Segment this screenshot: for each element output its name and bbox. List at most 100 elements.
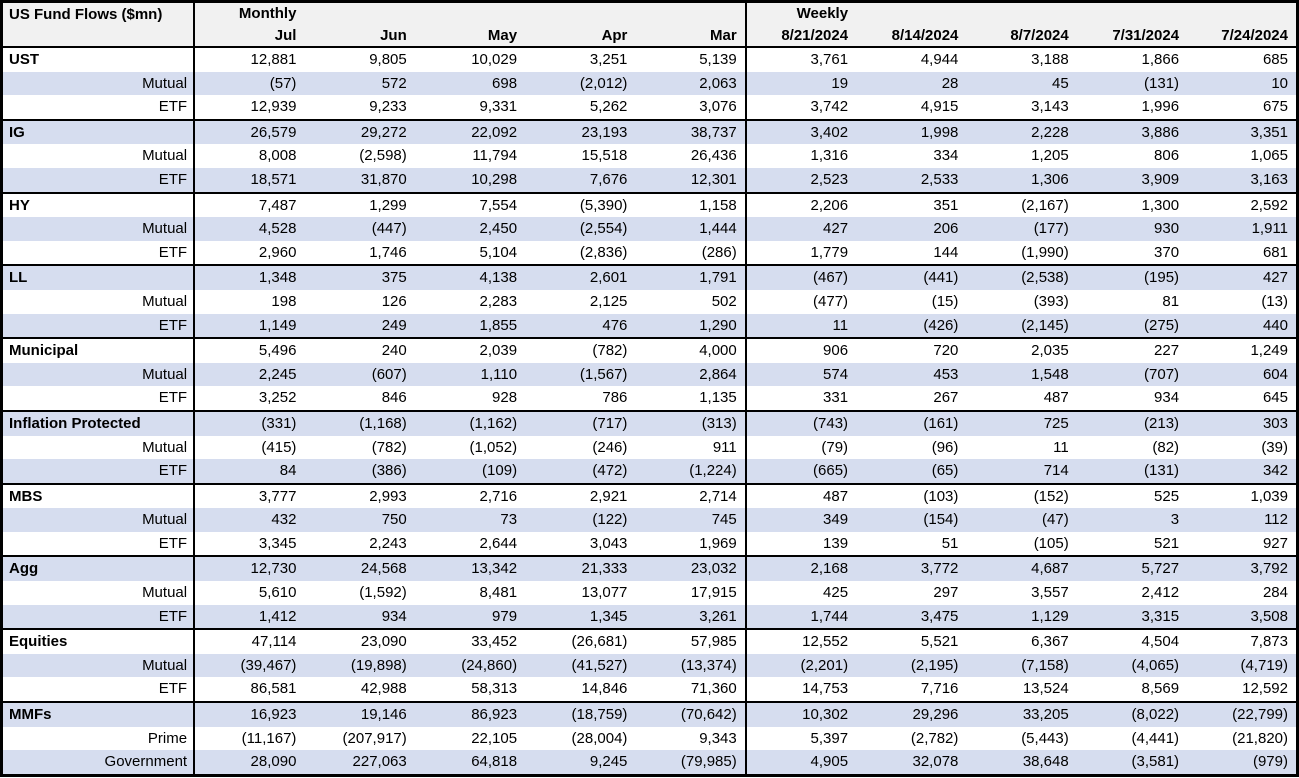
cell: (131) [1144, 462, 1180, 480]
cell: 24,568 [360, 560, 407, 578]
cell: 126 [381, 292, 407, 310]
cell: 227,063 [352, 753, 407, 771]
row-label: ETF [1, 459, 196, 484]
cell: (275) [1144, 316, 1180, 334]
cell: 33,205 [1022, 706, 1069, 724]
cell: 64,818 [471, 753, 518, 771]
row-label: Agg [1, 556, 196, 582]
cell: (2,554) [579, 220, 628, 238]
cell: 2,228 [1031, 123, 1069, 141]
cell: 267 [933, 389, 959, 407]
cell: 934 [381, 607, 407, 625]
cell: 2,601 [589, 269, 628, 287]
cell: 10,029 [471, 51, 518, 68]
cell: 572 [381, 74, 407, 92]
cell: (5,443) [1021, 729, 1069, 747]
column-header: 8/7/2024 [966, 24, 1077, 47]
cell: 1,746 [369, 243, 407, 261]
cell: 23,193 [581, 123, 628, 141]
cell: 2,283 [479, 292, 518, 310]
table-row: Mutual (415) (782) (1,052) (246) 911 (79) (96) 1… [1, 435, 1298, 460]
cell: 7,487 [258, 196, 297, 214]
cell: 3,315 [1141, 607, 1180, 625]
cell: (447) [371, 220, 407, 238]
cell: 8,008 [258, 147, 297, 165]
cell: (2,201) [744, 653, 857, 678]
table-row: ETF 1,412 934 979 1,345 3,261 1,744 3,475 1,129 3… [1, 604, 1298, 630]
cell: 32,078 [912, 753, 959, 771]
cell: 71,360 [690, 680, 737, 698]
cell: 1,039 [1250, 487, 1288, 505]
cell: 51 [941, 534, 959, 552]
row-label: Mutual [1, 144, 196, 168]
cell: 2,716 [479, 487, 518, 505]
cell: (2,598) [359, 147, 407, 165]
cell: 1,299 [369, 196, 407, 214]
cell: 3,402 [744, 119, 857, 145]
table-row: ETF 2,960 1,746 5,104 (2,836) (286) 1,779 144 (1… [1, 240, 1298, 266]
cell: 1,996 [1141, 98, 1180, 116]
cell: 26,579 [250, 123, 297, 141]
table-body: UST 12,881 9,805 10,029 3,251 5,139 3,761 4,944… [1, 47, 1298, 776]
cell: 38,737 [690, 123, 737, 141]
cell: (1,162) [469, 414, 518, 432]
cell: 5,610 [258, 584, 297, 602]
cell: 427 [744, 217, 857, 241]
cell: 1,205 [1031, 147, 1069, 165]
cell: 1,158 [699, 196, 737, 214]
row-label: ETF [1, 604, 196, 630]
column-header: May [414, 24, 526, 47]
cell: (24,860) [461, 656, 518, 674]
cell: 144 [933, 243, 959, 261]
cell: (7,158) [1021, 656, 1069, 674]
cell: 5,397 [744, 726, 857, 751]
row-label: ETF [1, 386, 196, 411]
cell: (2,195) [910, 656, 959, 674]
cell: 4,915 [920, 98, 959, 116]
cell: 7,554 [479, 196, 518, 214]
cell: 1,866 [1141, 51, 1180, 68]
cell: (11,167) [241, 729, 297, 747]
cell: (426) [923, 316, 959, 334]
cell: 1,306 [1031, 170, 1069, 188]
table-row: Mutual 4,528 (447) 2,450 (2,554) 1,444 427 206 (… [1, 217, 1298, 241]
cell: (665) [744, 459, 857, 484]
cell: 934 [1154, 389, 1180, 407]
cell: 240 [381, 342, 407, 360]
row-label: ETF [1, 531, 196, 557]
cell: (2,836) [579, 243, 628, 261]
section-header-row: US Fund Flows ($mn) Monthly Weekly [1, 1, 1298, 47]
cell: 351 [933, 196, 959, 214]
cell: 487 [744, 483, 857, 509]
cell: 3,076 [699, 98, 737, 116]
row-label: MMFs [1, 702, 196, 727]
cell: (82) [1152, 438, 1180, 456]
cell: 1,998 [920, 123, 959, 141]
cell: 2,243 [369, 534, 407, 552]
cell: 3,351 [1250, 123, 1288, 141]
row-label: ETF [1, 240, 196, 266]
cell: 4,000 [699, 342, 737, 360]
table-row: MBS 3,777 2,993 2,716 2,921 2,714 487 (103) (152… [1, 483, 1298, 509]
cell: 2,644 [479, 534, 518, 552]
cell: 3,188 [1031, 51, 1069, 68]
cell: 2,039 [479, 342, 518, 360]
cell: 84 [279, 462, 297, 480]
table-row: Mutual (57) 572 698 (2,012) 2,063 19 28 45 (131) 1… [1, 71, 1298, 96]
cell: 7,676 [589, 170, 628, 188]
row-label: ETF [1, 313, 196, 339]
cell: 4,687 [1031, 560, 1069, 578]
cell: 3,261 [699, 607, 737, 625]
cell: (13) [1261, 292, 1288, 310]
cell: 476 [602, 316, 628, 334]
cell: (161) [923, 414, 959, 432]
cell: 303 [1262, 414, 1288, 432]
cell: 6,367 [1031, 633, 1069, 651]
cell: 5,727 [1141, 560, 1180, 578]
cell: 73 [500, 511, 518, 529]
cell: 2,168 [744, 556, 857, 582]
column-header-row: Jul Jun May Apr Mar 8/21/2024 8/14/2024 8/7/202… [2, 24, 1298, 47]
cell: (96) [931, 438, 959, 456]
cell: (18,759) [571, 706, 628, 724]
cell: 4,944 [920, 51, 959, 68]
